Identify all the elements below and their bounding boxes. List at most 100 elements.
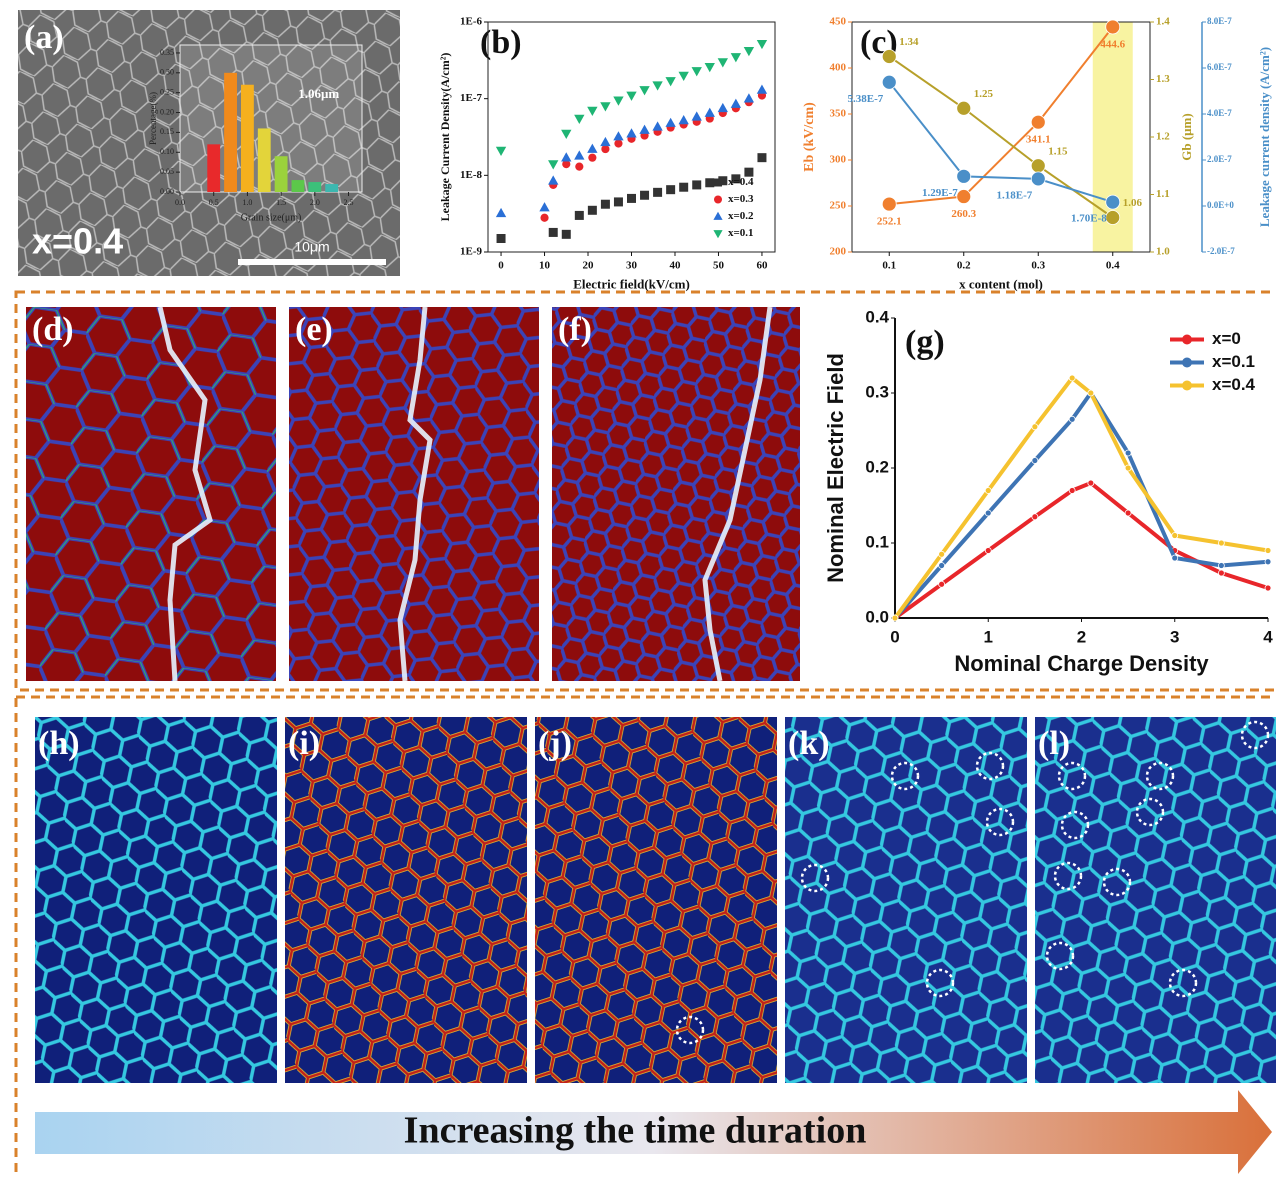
x-tick-label: 10 xyxy=(539,260,551,272)
legend-label: x=0.1 xyxy=(1212,352,1255,371)
series-line xyxy=(888,55,1114,219)
marker xyxy=(1105,19,1121,35)
marker xyxy=(692,180,702,190)
data-label: 5.38E-7 xyxy=(848,93,884,105)
y2-tick-label: 1.4 xyxy=(1156,16,1170,28)
marker xyxy=(666,185,676,195)
marker xyxy=(938,550,946,558)
y3-tick-label: 4.0E-7 xyxy=(1207,108,1232,118)
y-tick-label: 0.30 xyxy=(160,68,174,77)
marker xyxy=(704,63,715,73)
y-tick-label: 350 xyxy=(830,108,847,120)
y-axis-label: Leakage Current Density(A/cm²) xyxy=(438,53,452,222)
x-tick-label: 1 xyxy=(984,627,993,646)
marker xyxy=(600,102,611,112)
marker xyxy=(730,53,742,63)
panel-label: (k) xyxy=(788,725,830,762)
x-tick-label: 0.4 xyxy=(1106,260,1120,272)
legend-label: x=0.4 xyxy=(728,176,754,188)
y2-tick-label: 1.1 xyxy=(1156,188,1170,200)
marker xyxy=(639,124,650,134)
marker xyxy=(718,176,728,186)
y3-axis-label: Leakage current density (A/cm²) xyxy=(1257,47,1272,227)
y3-tick-label: 6.0E-7 xyxy=(1207,62,1232,72)
y-axis-label: Eb (kV/cm) xyxy=(802,102,817,172)
panel-label: (l) xyxy=(1038,725,1070,762)
marker xyxy=(1217,569,1225,577)
x-axis-label: Nominal Charge Density xyxy=(954,651,1209,676)
panel-label: (a) xyxy=(24,19,64,56)
marker xyxy=(665,117,676,127)
marker xyxy=(574,114,585,124)
y-tick-label: 1E-6 xyxy=(460,16,483,28)
marker xyxy=(731,174,741,184)
marker xyxy=(653,187,663,197)
x-tick-label: 0.0 xyxy=(175,198,185,207)
marker xyxy=(891,614,899,622)
legend-label: x=0.4 xyxy=(1212,375,1256,394)
data-label: 252.1 xyxy=(877,216,902,228)
x-tick-label: 4 xyxy=(1263,627,1273,646)
marker xyxy=(691,111,702,121)
scale-bar-label: 10μm xyxy=(294,239,329,255)
marker xyxy=(613,96,624,106)
marker xyxy=(1087,389,1095,397)
data-label: 1.15 xyxy=(1048,145,1068,157)
marker xyxy=(730,98,742,108)
y-tick-label: 1E-9 xyxy=(460,246,483,258)
marker xyxy=(713,230,723,239)
marker xyxy=(587,106,598,116)
marker xyxy=(678,115,689,125)
legend-label: x=0.1 xyxy=(728,227,754,239)
marker xyxy=(956,100,972,116)
y-tick-label: 250 xyxy=(830,200,847,212)
marker xyxy=(626,128,637,138)
panel-label: (h) xyxy=(38,725,80,762)
marker xyxy=(587,152,598,163)
marker xyxy=(640,190,650,200)
data-label: 1.29E-7 xyxy=(922,187,958,199)
series-line xyxy=(889,26,1114,206)
x-tick-label: 1.0 xyxy=(242,198,252,207)
marker xyxy=(1105,194,1121,210)
data-label: 1.34 xyxy=(899,36,919,48)
marker xyxy=(1030,158,1046,174)
marker xyxy=(548,175,559,185)
marker xyxy=(1124,509,1132,517)
marker xyxy=(613,197,623,207)
x-tick-label: 0.3 xyxy=(1031,260,1045,272)
marker xyxy=(938,562,946,569)
marker xyxy=(881,49,897,64)
marker xyxy=(1217,539,1225,547)
marker xyxy=(652,121,663,131)
panel-frame xyxy=(14,290,1276,692)
bar xyxy=(207,144,221,192)
marker xyxy=(717,102,728,113)
marker xyxy=(1264,584,1272,592)
marker xyxy=(587,143,598,153)
y-tick-label: 0.0 xyxy=(865,607,889,626)
marker xyxy=(881,196,897,212)
series-line xyxy=(888,81,1114,204)
bar xyxy=(240,84,254,192)
x-tick-label: 2 xyxy=(1077,627,1086,646)
marker xyxy=(600,136,611,147)
x-axis-label: x content (mol) xyxy=(959,276,1043,291)
y-tick-label: 300 xyxy=(830,154,847,166)
marker xyxy=(548,160,559,170)
data-label: 341.1 xyxy=(1026,134,1051,146)
y-tick-label: 0.15 xyxy=(160,127,174,136)
x-tick-label: 20 xyxy=(583,260,595,272)
marker xyxy=(1182,357,1192,368)
data-label: 1.70E-8 xyxy=(1071,213,1107,225)
marker xyxy=(613,131,624,141)
marker xyxy=(705,178,715,188)
marker xyxy=(1030,114,1046,130)
marker xyxy=(1124,449,1132,457)
y2-axis-label: Gb (μm) xyxy=(1179,113,1194,160)
data-label: 444.6 xyxy=(1100,38,1125,50)
x-tick-label: 0.1 xyxy=(882,260,896,272)
marker xyxy=(1031,457,1039,464)
y3-tick-label: 2.0E-7 xyxy=(1207,154,1232,164)
marker xyxy=(1068,487,1076,494)
